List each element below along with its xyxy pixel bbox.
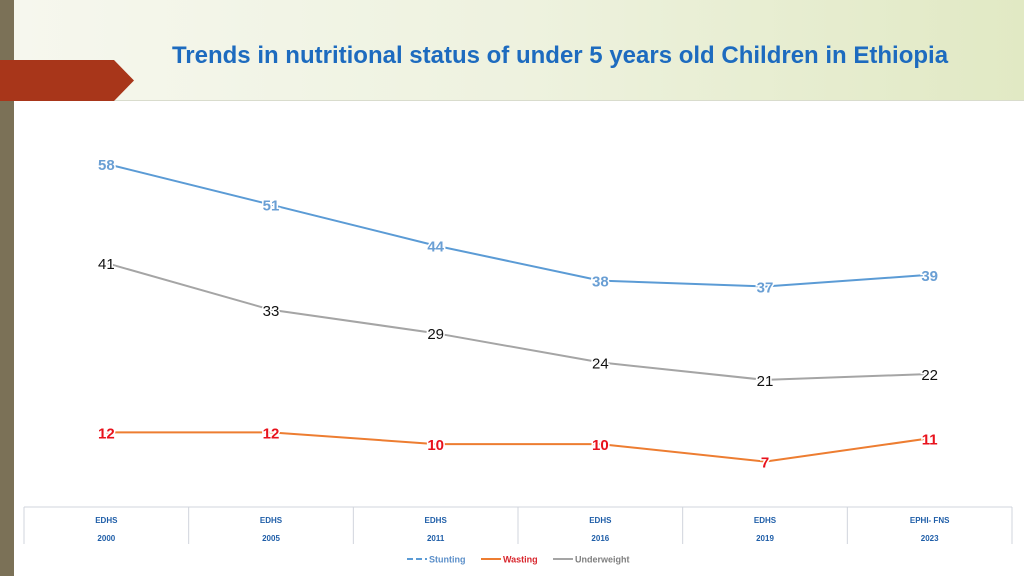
underweight-data-label: 21 [757, 373, 774, 390]
underweight-data-label: 29 [427, 326, 444, 343]
underweight-series-line [106, 262, 930, 381]
stunting-data-label: 38 [592, 274, 609, 291]
category-label-survey: EDHS [95, 516, 118, 525]
red-arrow-tab [0, 60, 134, 101]
stunting-series-line [106, 162, 930, 288]
wasting-data-label: 12 [263, 425, 280, 442]
category-label-survey: EDHS [589, 516, 612, 525]
category-label-year: 2016 [591, 534, 609, 543]
stunting-data-label: 39 [921, 268, 938, 285]
wasting-data-label: 12 [98, 425, 115, 442]
category-label-year: 2011 [427, 534, 445, 543]
category-label-survey: EDHS [260, 516, 283, 525]
stunting-data-label: 58 [98, 157, 115, 174]
category-label-survey: EDHS [754, 516, 777, 525]
category-labels: EDHS 2000 EDHS 2005 EDHS 2011 EDHS 2016 EDHS 2019… [95, 516, 950, 543]
wasting-data-label: 10 [427, 437, 444, 454]
underweight-data-label: 22 [921, 367, 938, 384]
stunting-data-label: 44 [427, 239, 444, 256]
category-label-year: 2023 [921, 534, 939, 543]
series-layer: 58 51 44 38 37 39 12 12 10 10 7 11 41 33 29 24 21 22 [96, 155, 939, 473]
category-label-year: 2005 [262, 534, 280, 543]
category-table [23, 506, 1013, 544]
wasting-legend-label: Wasting [503, 555, 538, 565]
stunting-data-label: 51 [263, 198, 280, 215]
wasting-series-line [106, 431, 930, 463]
header-band [14, 0, 1024, 101]
wasting-data-label: 7 [761, 455, 769, 472]
slide-title: Trends in nutritional status of under 5 … [171, 42, 949, 69]
category-label-survey: EPHI- FNS [910, 516, 950, 525]
category-label-year: 2019 [756, 534, 774, 543]
legend: Stunting Wasting Underweight [407, 555, 630, 565]
category-label-survey: EDHS [425, 516, 448, 525]
left-accent-bar [0, 0, 14, 576]
underweight-legend-label: Underweight [575, 555, 630, 565]
underweight-data-label: 41 [98, 256, 115, 273]
stunting-data-label: 37 [757, 279, 774, 296]
stunting-legend-label: Stunting [429, 555, 466, 565]
wasting-data-label: 11 [922, 431, 938, 448]
underweight-data-label: 24 [592, 355, 609, 372]
category-label-year: 2000 [97, 534, 115, 543]
line-chart: 58 51 44 38 37 39 12 12 10 10 7 11 41 33 29 24 21 22 EDHS… [23, 155, 1013, 565]
underweight-data-label: 33 [263, 303, 280, 320]
wasting-data-label: 10 [592, 437, 609, 454]
